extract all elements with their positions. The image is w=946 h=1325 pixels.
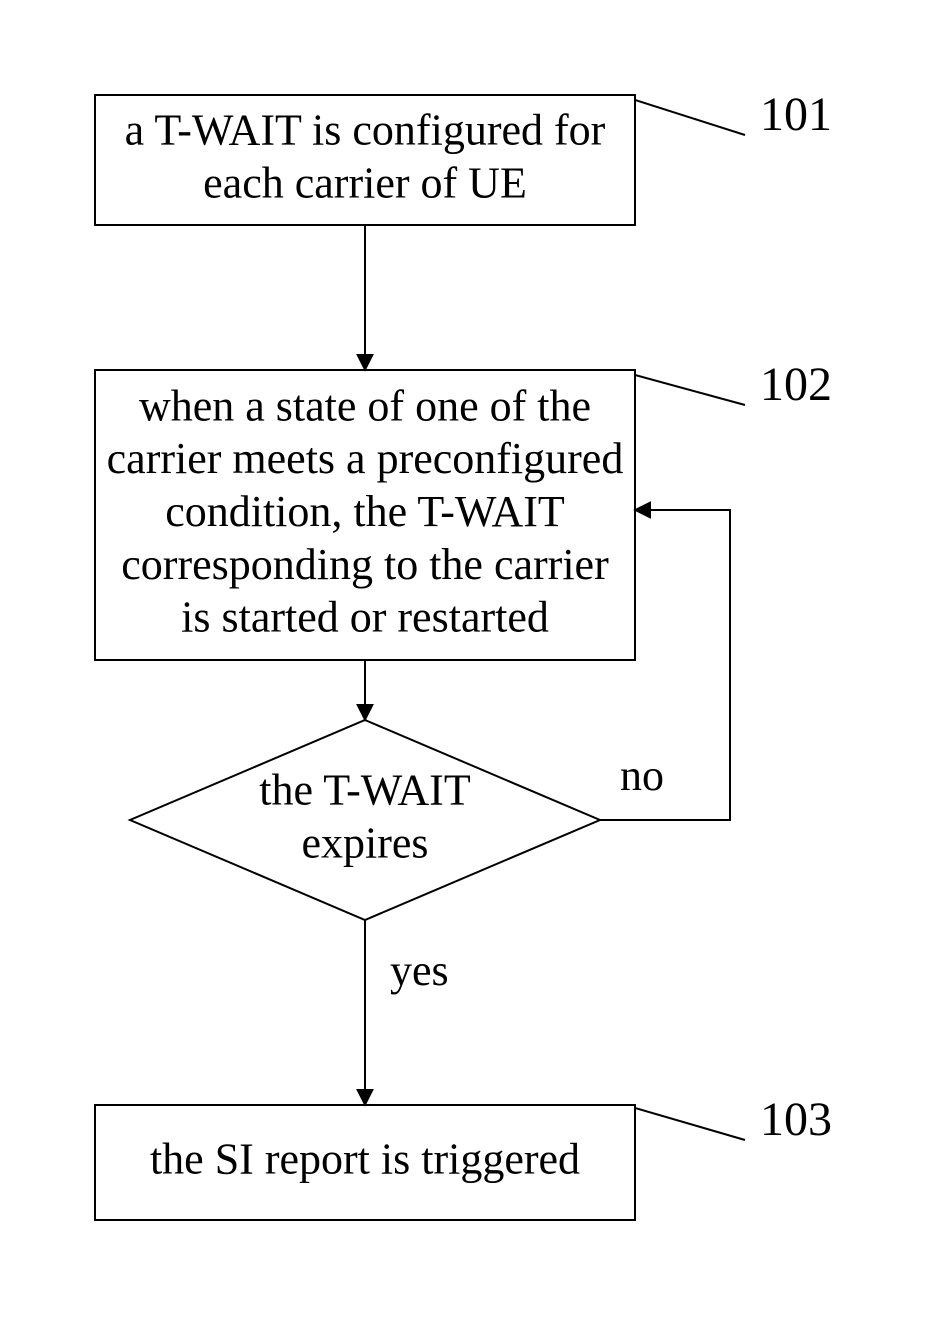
edge-label-yes: yes <box>390 946 449 995</box>
process-text-line: a T-WAIT is configured for <box>125 106 606 155</box>
process-text-line: is started or restarted <box>181 593 549 642</box>
process-text-line: when a state of one of the <box>139 381 591 430</box>
process-text-line: condition, the T-WAIT <box>165 487 565 536</box>
reference-label: 102 <box>760 358 832 411</box>
process-text-line: carrier meets a preconfigured <box>107 434 624 483</box>
process-text-line: the SI report is triggered <box>150 1135 580 1184</box>
reference-label: 101 <box>760 88 832 141</box>
leader-line <box>635 1108 745 1140</box>
process-text-line: each carrier of UE <box>203 158 527 207</box>
reference-label: 103 <box>760 1093 832 1146</box>
edge-label-no: no <box>620 751 664 800</box>
decision-text-line: expires <box>301 818 428 867</box>
process-text-line: corresponding to the carrier <box>121 540 609 589</box>
leader-line <box>635 375 745 405</box>
flowchart-canvas: a T-WAIT is configured foreach carrier o… <box>0 0 946 1325</box>
decision-text-line: the T-WAIT <box>259 766 471 815</box>
leader-line <box>635 100 745 135</box>
